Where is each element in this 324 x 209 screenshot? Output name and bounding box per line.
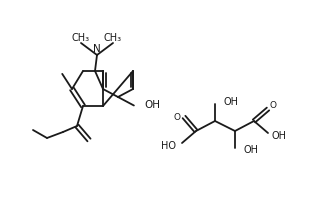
Text: O: O xyxy=(269,102,276,111)
Text: OH: OH xyxy=(144,101,160,111)
Text: OH: OH xyxy=(223,97,238,107)
Text: HO: HO xyxy=(161,141,176,151)
Text: OH: OH xyxy=(243,145,258,155)
Text: O: O xyxy=(174,112,181,121)
Text: OH: OH xyxy=(272,131,287,141)
Text: N: N xyxy=(93,44,101,54)
Text: CH₃: CH₃ xyxy=(104,33,122,43)
Text: CH₃: CH₃ xyxy=(72,33,90,43)
